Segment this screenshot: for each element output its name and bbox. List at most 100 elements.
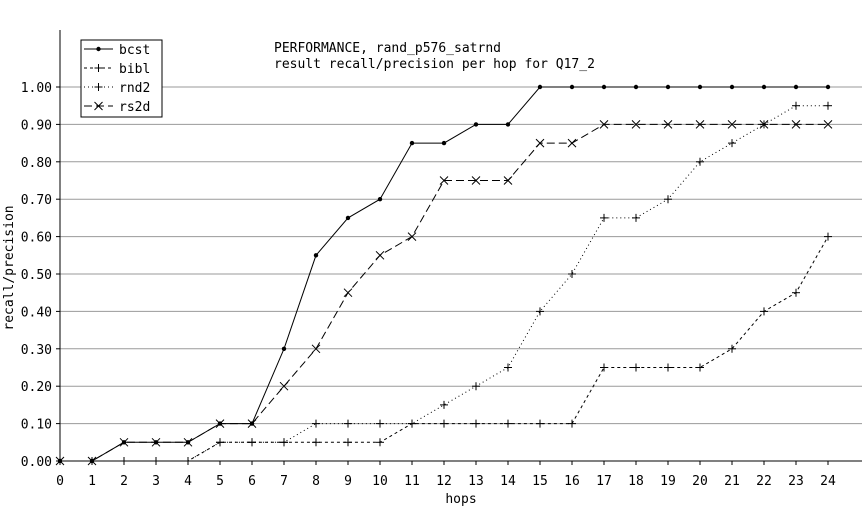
x-tick-label: 21 [724,474,740,489]
x-tick-label: 0 [56,474,64,489]
data-point [792,101,800,110]
data-point [55,456,65,466]
data-point [600,363,608,372]
legend-box [80,39,163,118]
x-tick-label: 14 [500,474,516,489]
data-point [824,101,832,110]
data-point [343,288,353,298]
data-point [536,419,544,428]
y-tick-label: 0.20 [21,380,52,395]
y-tick-label: 0.70 [21,193,52,208]
x-tick-label: 16 [564,474,580,489]
data-point [120,457,128,465]
axes [56,30,862,465]
data-point [312,438,320,447]
y-tick-label: 1.00 [21,81,52,96]
data-point [344,438,352,447]
data-point [345,215,351,221]
x-tick-label: 7 [280,474,288,489]
x-tick-label: 9 [344,474,352,489]
data-point [472,382,480,391]
data-point [504,363,512,372]
y-tick-label: 0.50 [21,268,52,283]
data-point [825,84,831,90]
data-point [119,437,129,447]
data-point [472,419,480,428]
x-tick-label: 3 [152,474,160,489]
data-point [632,213,640,222]
data-point [536,307,544,316]
data-point [727,120,737,129]
data-point [473,122,479,127]
chart-subtitle: result recall/precision per hop for Q17_… [274,57,595,72]
data-point [248,438,256,447]
chart-title: PERFORMANCE, rand_p576_satrnd [274,41,501,56]
data-point [440,400,448,409]
data-point [311,344,321,354]
series-rnd2 [56,101,832,465]
x-tick-label: 1 [88,474,96,489]
data-point [184,457,192,465]
data-point [377,197,383,202]
data-point [599,120,609,129]
data-point [568,270,576,278]
data-point [151,437,161,447]
y-tick-label: 0.90 [21,118,52,133]
series-line-rs2d [60,123,828,462]
data-point [665,84,671,90]
data-point [503,176,513,185]
data-point [215,419,225,428]
y-tick-label: 0.40 [21,305,52,320]
x-axis-label: hops [445,492,476,507]
data-point [409,140,415,146]
data-point [728,139,736,148]
data-point [696,363,704,372]
data-point [279,381,289,391]
data-point [695,120,705,129]
data-point [375,250,385,260]
x-tick-label: 15 [532,474,548,489]
x-tick-label: 23 [788,474,804,489]
data-point [87,456,97,466]
data-point [94,83,103,91]
x-tick-label: 19 [660,474,676,489]
data-point [471,176,481,185]
x-tick-label: 20 [692,474,708,489]
data-point [761,84,767,90]
data-point [601,84,607,90]
data-point [281,346,287,351]
x-tick-label: 11 [404,474,420,489]
data-point [792,288,800,297]
data-point [376,419,384,428]
data-point [791,120,801,129]
data-point [505,122,511,127]
data-point [313,253,319,258]
legend-item-bibl: bibl [84,62,150,77]
x-tick-label: 5 [216,474,224,489]
data-point [729,84,735,90]
legend-label: bcst [119,43,150,58]
data-point [280,438,288,447]
data-point [344,419,352,428]
legend-item-rnd2: rnd2 [84,81,150,96]
y-axis-label: recall/precision [2,205,17,330]
data-point [793,84,799,90]
legend-label: bibl [119,62,150,77]
data-point [96,46,101,52]
data-point [823,120,833,129]
x-tick-labels: 0 1 2 3 4 5 6 7 8 9 10 11 12 13 14 15 16 17 18 19 20 21 22 23 24 [56,474,836,489]
data-point [567,138,577,148]
data-point [407,232,417,241]
data-point [439,176,449,185]
y-tick-label: 0.80 [21,156,52,171]
y-tick-label: 0.60 [21,231,52,246]
data-point [94,64,103,72]
data-point [664,195,672,204]
data-point [760,307,768,316]
x-tick-label: 17 [596,474,612,489]
x-tick-label: 8 [312,474,320,489]
x-tick-label: 12 [436,474,452,489]
data-point [247,419,257,428]
data-point [632,363,640,372]
